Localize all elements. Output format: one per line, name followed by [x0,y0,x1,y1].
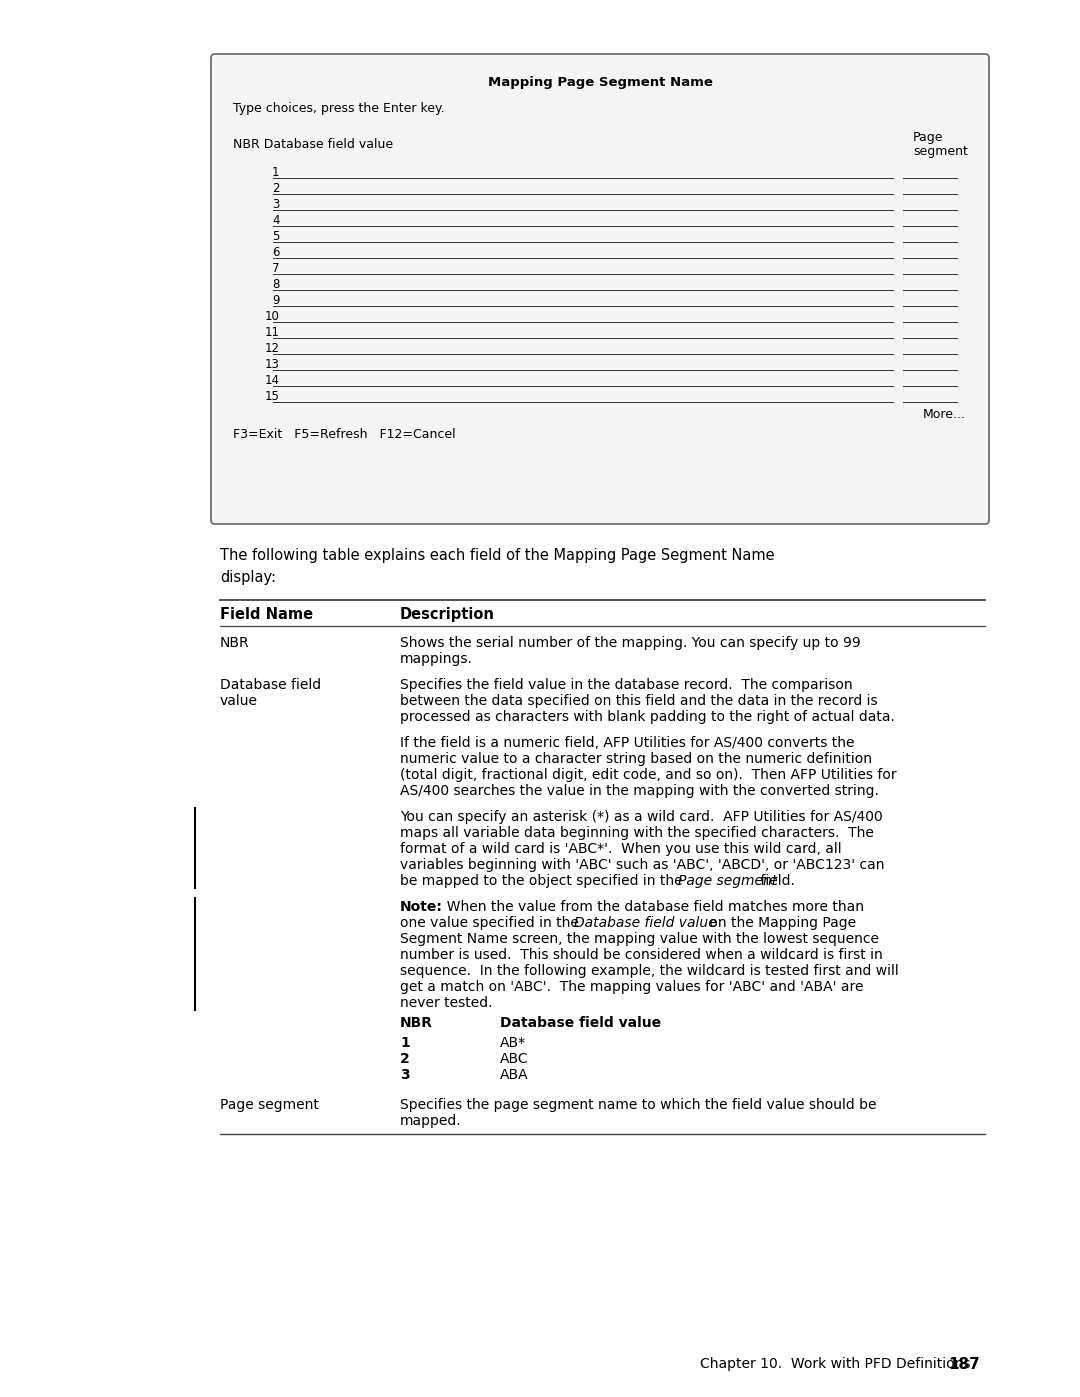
Text: 2: 2 [272,182,280,196]
Text: Database field value: Database field value [500,1016,661,1030]
Text: be mapped to the object specified in the: be mapped to the object specified in the [400,875,687,888]
Text: field.: field. [756,875,795,888]
Text: 11: 11 [265,326,280,339]
Text: (total digit, fractional digit, edit code, and so on).  Then AFP Utilities for: (total digit, fractional digit, edit cod… [400,768,896,782]
Text: on the Mapping Page: on the Mapping Page [705,916,856,930]
Text: Segment Name screen, the mapping value with the lowest sequence: Segment Name screen, the mapping value w… [400,932,879,946]
Text: 8: 8 [272,278,280,291]
Text: mapped.: mapped. [400,1113,461,1127]
Text: Page: Page [913,131,944,144]
Text: processed as characters with blank padding to the right of actual data.: processed as characters with blank paddi… [400,710,895,724]
Text: ABC: ABC [500,1052,528,1066]
Text: F3=Exit   F5=Refresh   F12=Cancel: F3=Exit F5=Refresh F12=Cancel [233,427,456,441]
Text: 4: 4 [272,214,280,226]
FancyBboxPatch shape [211,54,989,524]
Text: 12: 12 [265,342,280,355]
Text: variables beginning with 'ABC' such as 'ABC', 'ABCD', or 'ABC123' can: variables beginning with 'ABC' such as '… [400,858,885,872]
Text: Page segment: Page segment [678,875,778,888]
Text: AB*: AB* [500,1037,526,1051]
Text: The following table explains each field of the Mapping Page Segment Name: The following table explains each field … [220,548,774,563]
Text: 3: 3 [272,198,280,211]
Text: display:: display: [220,570,276,585]
Text: 14: 14 [265,374,280,387]
Text: Chapter 10.  Work with PFD Definitions: Chapter 10. Work with PFD Definitions [700,1356,971,1370]
Text: Note:: Note: [400,900,443,914]
Text: If the field is a numeric field, AFP Utilities for AS/400 converts the: If the field is a numeric field, AFP Uti… [400,736,854,750]
Text: value: value [220,694,258,708]
Text: 5: 5 [272,231,280,243]
Text: Database field value: Database field value [573,916,717,930]
Text: number is used.  This should be considered when a wildcard is first in: number is used. This should be considere… [400,949,882,963]
Text: segment: segment [913,145,968,158]
Text: numeric value to a character string based on the numeric definition: numeric value to a character string base… [400,752,872,766]
Text: get a match on 'ABC'.  The mapping values for 'ABC' and 'ABA' are: get a match on 'ABC'. The mapping values… [400,981,864,995]
Text: NBR: NBR [400,1016,433,1030]
Text: You can specify an asterisk (*) as a wild card.  AFP Utilities for AS/400: You can specify an asterisk (*) as a wil… [400,810,882,824]
Text: 2: 2 [400,1052,409,1066]
Text: Database field: Database field [220,678,321,692]
Text: sequence.  In the following example, the wildcard is tested first and will: sequence. In the following example, the … [400,964,899,978]
Text: 6: 6 [272,246,280,258]
Text: When the value from the database field matches more than: When the value from the database field m… [438,900,864,914]
Text: 7: 7 [272,263,280,275]
Text: AS/400 searches the value in the mapping with the converted string.: AS/400 searches the value in the mapping… [400,784,879,798]
Text: never tested.: never tested. [400,996,492,1010]
Text: Shows the serial number of the mapping. You can specify up to 99: Shows the serial number of the mapping. … [400,636,861,650]
Text: Specifies the page segment name to which the field value should be: Specifies the page segment name to which… [400,1098,877,1112]
Text: one value specified in the: one value specified in the [400,916,583,930]
Text: 15: 15 [265,390,280,402]
Text: 13: 13 [265,358,280,372]
Text: 3: 3 [400,1067,409,1083]
Text: mappings.: mappings. [400,652,473,666]
Text: Description: Description [400,608,495,622]
Text: NBR: NBR [220,636,249,650]
Text: ABA: ABA [500,1067,528,1083]
Text: 1: 1 [272,166,280,179]
Text: 10: 10 [265,310,280,323]
Text: Mapping Page Segment Name: Mapping Page Segment Name [487,75,713,89]
Text: maps all variable data beginning with the specified characters.  The: maps all variable data beginning with th… [400,826,874,840]
Text: Type choices, press the Enter key.: Type choices, press the Enter key. [233,102,445,115]
Text: format of a wild card is 'ABC*'.  When you use this wild card, all: format of a wild card is 'ABC*'. When yo… [400,842,841,856]
Text: 9: 9 [272,293,280,307]
Text: NBR Database field value: NBR Database field value [233,138,393,151]
Text: Specifies the field value in the database record.  The comparison: Specifies the field value in the databas… [400,678,852,692]
Text: Page segment: Page segment [220,1098,319,1112]
Text: between the data specified on this field and the data in the record is: between the data specified on this field… [400,694,878,708]
Text: Field Name: Field Name [220,608,313,622]
Text: 187: 187 [948,1356,980,1372]
Text: More...: More... [923,408,966,420]
Text: 1: 1 [400,1037,409,1051]
